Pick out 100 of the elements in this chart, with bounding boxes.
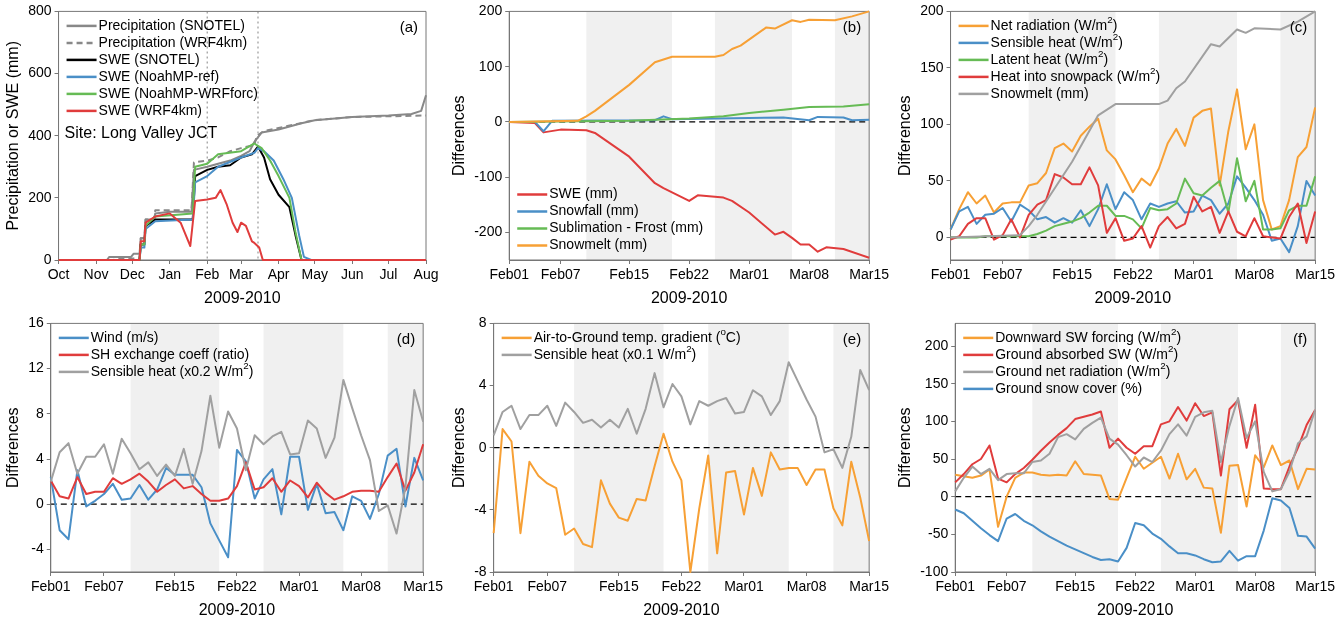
y-axis-title: Differences xyxy=(4,407,22,489)
y-tick-label: 0 xyxy=(935,228,944,245)
y-axis-title: Differences xyxy=(896,95,914,177)
x-tick-label: Feb15 xyxy=(1052,266,1093,283)
x-axis-title: 2009-2010 xyxy=(643,600,720,618)
x-tick-label: Jul xyxy=(379,266,398,283)
y-tick-label: -200 xyxy=(474,223,503,240)
x-tick-label: Mar15 xyxy=(1295,578,1336,595)
y-tick-label: 0 xyxy=(478,438,487,455)
x-axis-title: 2009-2010 xyxy=(650,288,728,306)
x-tick-label: Feb07 xyxy=(982,266,1023,283)
annotation: (e) xyxy=(842,329,862,347)
legend-label: SWE (NoahMP-WRFforc) xyxy=(98,84,259,101)
annotation: (d) xyxy=(396,329,416,347)
x-tick-label: Mar xyxy=(229,266,254,283)
x-tick-label: Feb15 xyxy=(155,578,195,595)
legend-label: Wind (m/s) xyxy=(90,328,159,345)
x-tick-label: Feb07 xyxy=(540,266,581,283)
x-tick-label: Feb07 xyxy=(84,578,125,595)
x-tick-label: Feb07 xyxy=(986,578,1027,595)
x-tick-label: Mar08 xyxy=(341,578,382,595)
x-axis-title: 2009-2010 xyxy=(204,288,281,306)
y-tick-label: 200 xyxy=(924,336,949,353)
y-tick-label: 200 xyxy=(920,2,944,19)
x-tick-label: Feb22 xyxy=(669,266,710,283)
annotation: (f) xyxy=(1293,329,1308,347)
annotation: (c) xyxy=(1289,17,1308,35)
x-tick-label: Feb01 xyxy=(935,578,976,595)
x-tick-label: Feb15 xyxy=(1055,578,1096,595)
y-tick-label: 0 xyxy=(43,250,52,267)
x-tick-label: Feb01 xyxy=(930,266,971,283)
y-tick-label: 0 xyxy=(940,487,949,504)
y-tick-label: 600 xyxy=(28,64,52,81)
y-tick-label: 200 xyxy=(28,188,52,205)
y-tick-label: 50 xyxy=(932,449,949,466)
y-tick-label: 150 xyxy=(920,58,944,75)
annotation: Site: Long Valley JCT xyxy=(64,123,218,141)
legend-label: Precipitation (WRF4km) xyxy=(98,33,248,50)
x-tick-label: Jun xyxy=(340,266,364,283)
y-tick-label: 4 xyxy=(478,376,487,393)
y-tick-label: 0 xyxy=(35,495,44,512)
x-tick-label: Feb22 xyxy=(1113,266,1153,283)
legend-label: Ground snow cover (%) xyxy=(995,379,1143,396)
x-tick-label: Mar01 xyxy=(1175,578,1216,595)
x-tick-label: Feb01 xyxy=(473,578,514,595)
y-tick-label: 200 xyxy=(478,2,503,19)
y-tick-label: 150 xyxy=(924,374,949,391)
y-tick-label: 4 xyxy=(35,449,44,466)
x-tick-label: Feb01 xyxy=(30,578,71,595)
y-tick-label: 12 xyxy=(28,359,44,376)
legend-label: Precipitation (SNOTEL) xyxy=(98,16,245,33)
x-tick-label: Feb22 xyxy=(661,578,702,595)
legend-label: Snowfall (mm) xyxy=(549,202,639,219)
x-tick-label: Feb15 xyxy=(598,578,639,595)
y-axis-title: Differences xyxy=(450,407,468,489)
x-axis-title: 2009-2010 xyxy=(198,600,276,618)
x-tick-label: Mar08 xyxy=(789,266,830,283)
legend-label: SWE (WRF4km) xyxy=(98,101,202,118)
y-tick-label: 400 xyxy=(28,126,52,143)
legend-label: SWE (NoahMP-ref) xyxy=(98,67,220,84)
y-tick-label: -100 xyxy=(920,562,949,579)
x-tick-label: Mar15 xyxy=(849,578,890,595)
x-tick-label: Mar01 xyxy=(724,578,765,595)
y-tick-label: 100 xyxy=(924,412,949,429)
x-tick-label: Feb01 xyxy=(489,266,530,283)
legend-label: Snowmelt (mm) xyxy=(549,236,648,253)
x-tick-label: Feb07 xyxy=(527,578,568,595)
x-axis-title: 2009-2010 xyxy=(1094,288,1172,306)
y-axis-title: Precipitation or SWE (mm) xyxy=(4,41,22,231)
x-tick-label: Mar01 xyxy=(729,266,770,283)
y-tick-label: 8 xyxy=(478,314,487,331)
annotation: (b) xyxy=(842,17,862,35)
x-tick-label: Mar01 xyxy=(279,578,320,595)
y-tick-label: -8 xyxy=(474,562,487,579)
y-tick-label: -4 xyxy=(31,540,44,557)
x-tick-label: Feb15 xyxy=(609,266,650,283)
legend-label: SH exchange coeff (ratio) xyxy=(90,345,250,362)
x-tick-label: Feb xyxy=(195,266,220,283)
x-tick-label: Apr xyxy=(267,266,290,283)
y-tick-label: 100 xyxy=(478,57,503,74)
legend-label: Snowmelt (mm) xyxy=(990,84,1089,101)
y-tick-label: -50 xyxy=(927,525,949,542)
y-tick-label: -4 xyxy=(474,500,487,517)
annotation: (a) xyxy=(399,17,419,35)
x-tick-label: May xyxy=(301,266,329,283)
x-tick-label: Dec xyxy=(119,266,145,283)
x-axis-title: 2009-2010 xyxy=(1096,600,1174,618)
legend-label: Sublimation - Frost (mm) xyxy=(549,219,704,236)
y-tick-label: -100 xyxy=(474,167,503,184)
x-tick-label: Mar15 xyxy=(1295,266,1336,283)
x-tick-label: Mar08 xyxy=(1235,578,1276,595)
y-tick-label: 0 xyxy=(494,112,503,129)
legend-label: SWE (mm) xyxy=(549,185,618,202)
x-tick-label: Feb22 xyxy=(1115,578,1156,595)
x-tick-label: Mar08 xyxy=(786,578,827,595)
x-tick-label: Aug xyxy=(413,266,439,283)
x-tick-label: Mar15 xyxy=(849,266,890,283)
y-tick-label: 800 xyxy=(28,2,52,19)
y-tick-label: 50 xyxy=(927,171,944,188)
y-tick-label: 100 xyxy=(920,115,944,132)
